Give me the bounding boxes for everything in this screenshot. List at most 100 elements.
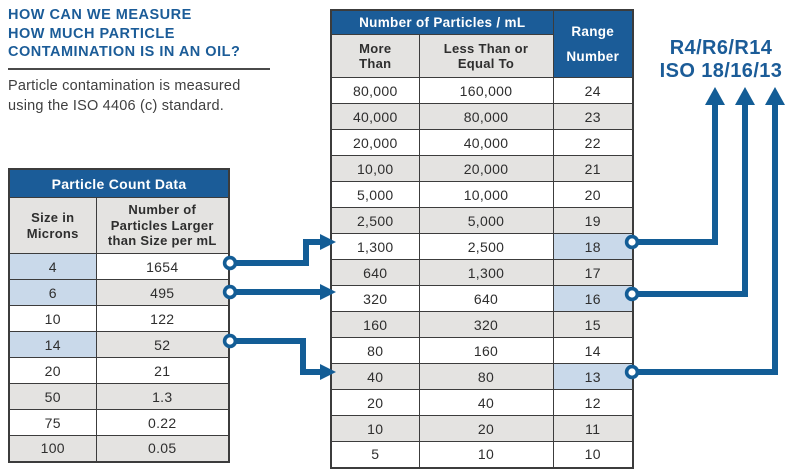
size-cell: 6 [8, 279, 97, 306]
range-chart-row: 20,000 40,000 22 [330, 129, 634, 156]
particle-count-row: 100 0.05 [8, 435, 230, 462]
range-number-cell: 23 [552, 103, 634, 130]
less-than-cell: 640 [418, 285, 554, 312]
less-than-cell: 10 [418, 441, 554, 468]
size-cell: 100 [8, 435, 97, 462]
range-number-cell: 19 [552, 207, 634, 234]
less-than-cell: 320 [418, 311, 554, 338]
less-than-cell: 40 [418, 389, 554, 416]
page-title-line: CONTAMINATION IS IN AN OIL? [8, 44, 241, 60]
range-number-cell: 14 [552, 337, 634, 364]
count-cell: 0.22 [95, 409, 230, 436]
less-than-cell: 10,000 [418, 181, 554, 208]
less-than-cell: 80,000 [418, 103, 554, 130]
size-cell: 14 [8, 331, 97, 358]
particles-per-ml-table: Number of Particles / mL Range Number Mo… [330, 9, 634, 469]
range-number-cell: 17 [552, 259, 634, 286]
range-number-cell: 16 [552, 285, 634, 312]
less-than-cell: 2,500 [418, 233, 554, 260]
size-in-microns-header: Size in Microns [8, 197, 97, 254]
iso-ratio-line: ISO 18/16/13 [659, 60, 783, 82]
more-than-cell: 10 [330, 415, 420, 442]
particle-count-row: 14 52 [8, 331, 230, 358]
count-cell: 1.3 [95, 383, 230, 410]
more-than-cell: 5,000 [330, 181, 420, 208]
count-cell: 1654 [95, 253, 230, 280]
page-title-line: HOW MUCH PARTICLE [8, 25, 175, 42]
more-than-cell: 160 [330, 311, 420, 338]
iso-ratio-line: R4/R6/R14 [669, 37, 773, 59]
range-chart-row: 10 20 11 [330, 415, 634, 442]
less-than-cell: 1,300 [418, 259, 554, 286]
particle-count-table-title: Particle Count Data [8, 168, 230, 198]
range-chart-row: 2,500 5,000 19 [330, 207, 634, 234]
size-cell: 75 [8, 409, 97, 436]
count-cell: 122 [95, 305, 230, 332]
particle-count-table: Particle Count Data Size in Microns Numb… [8, 168, 230, 463]
range-chart-row: 640 1,300 17 [330, 259, 634, 286]
divider [8, 68, 270, 70]
particle-count-row: 50 1.3 [8, 383, 230, 410]
particle-count-table-body: 4 1654 6 495 10 122 14 52 20 21 50 1.3 75 0.22 100 0.05 [8, 253, 230, 462]
size-cell: 4 [8, 253, 97, 280]
range-chart-row: 5,000 10,000 20 [330, 181, 634, 208]
range-chart-row: 80 160 14 [330, 337, 634, 364]
range-number-cell: 13 [552, 363, 634, 390]
particle-count-row: 6 495 [8, 279, 230, 306]
range-number-cell: 24 [552, 77, 634, 104]
less-than-cell: 40,000 [418, 129, 554, 156]
less-than-cell: 80 [418, 363, 554, 390]
particle-count-row: 4 1654 [8, 253, 230, 280]
arrowhead-up-icon [735, 87, 755, 105]
less-than-cell: 20,000 [418, 155, 554, 182]
range-number-cell: 22 [552, 129, 634, 156]
size-cell: 10 [8, 305, 97, 332]
more-than-cell: 5 [330, 441, 420, 468]
size-cell: 20 [8, 357, 97, 384]
less-than-cell: 5,000 [418, 207, 554, 234]
range-number-cell: 20 [552, 181, 634, 208]
count-cell: 21 [95, 357, 230, 384]
more-than-cell: 2,500 [330, 207, 420, 234]
range-chart-row: 20 40 12 [330, 389, 634, 416]
particles-per-ml-table-body: 80,000 160,000 24 40,000 80,000 23 20,000 40,00… [330, 77, 634, 468]
page-title-line: HOW CAN WE MEASURE [8, 7, 192, 23]
range-chart-row: 160 320 15 [330, 311, 634, 338]
size-cell: 50 [8, 383, 97, 410]
range-chart-row: 10,00 20,000 21 [330, 155, 634, 182]
more-than-cell: 80,000 [330, 77, 420, 104]
range-number-cell: 12 [552, 389, 634, 416]
iso-ratio-label: R4/R6/R14 ISO 18/16/13 [648, 37, 792, 83]
range-chart-row: 40 80 13 [330, 363, 634, 390]
arrowhead-up-icon [765, 87, 785, 105]
intro-text: Particle contamination is measured using… [8, 77, 318, 116]
particle-count-row: 10 122 [8, 305, 230, 332]
more-than-cell: 20,000 [330, 129, 420, 156]
more-than-cell: 80 [330, 337, 420, 364]
intro-line: using the ISO 4406 (c) standard. [8, 97, 224, 114]
more-than-cell: 320 [330, 285, 420, 312]
page-title: HOW CAN WE MEASURE HOW MUCH PARTICLE CON… [8, 6, 318, 62]
range-chart-row: 5 10 10 [330, 441, 634, 468]
intro-line: Particle contamination is measured [8, 78, 241, 94]
less-than-cell: 20 [418, 415, 554, 442]
arrow-range13-to-label [632, 104, 778, 375]
particles-per-ml-header: Number of Particles Larger than Size per… [95, 197, 230, 254]
more-than-cell: 20 [330, 389, 420, 416]
range-number-cell: 10 [552, 441, 634, 468]
range-chart-row: 1,300 2,500 18 [330, 233, 634, 260]
arrow-range18-to-label [632, 104, 718, 245]
more-than-cell: 640 [330, 259, 420, 286]
arrowhead-up-icon [705, 87, 725, 105]
range-number-cell: 18 [552, 233, 634, 260]
arrow-14-to-range13 [230, 338, 321, 375]
particle-count-row: 20 21 [8, 357, 230, 384]
less-than-cell: 160 [418, 337, 554, 364]
less-than-cell: 160,000 [418, 77, 554, 104]
less-than-header: Less Than or Equal To [418, 34, 554, 78]
range-number-cell: 15 [552, 311, 634, 338]
range-chart-row: 40,000 80,000 23 [330, 103, 634, 130]
more-than-header: More Than [330, 34, 420, 78]
more-than-cell: 40 [330, 363, 420, 390]
count-cell: 0.05 [95, 435, 230, 462]
